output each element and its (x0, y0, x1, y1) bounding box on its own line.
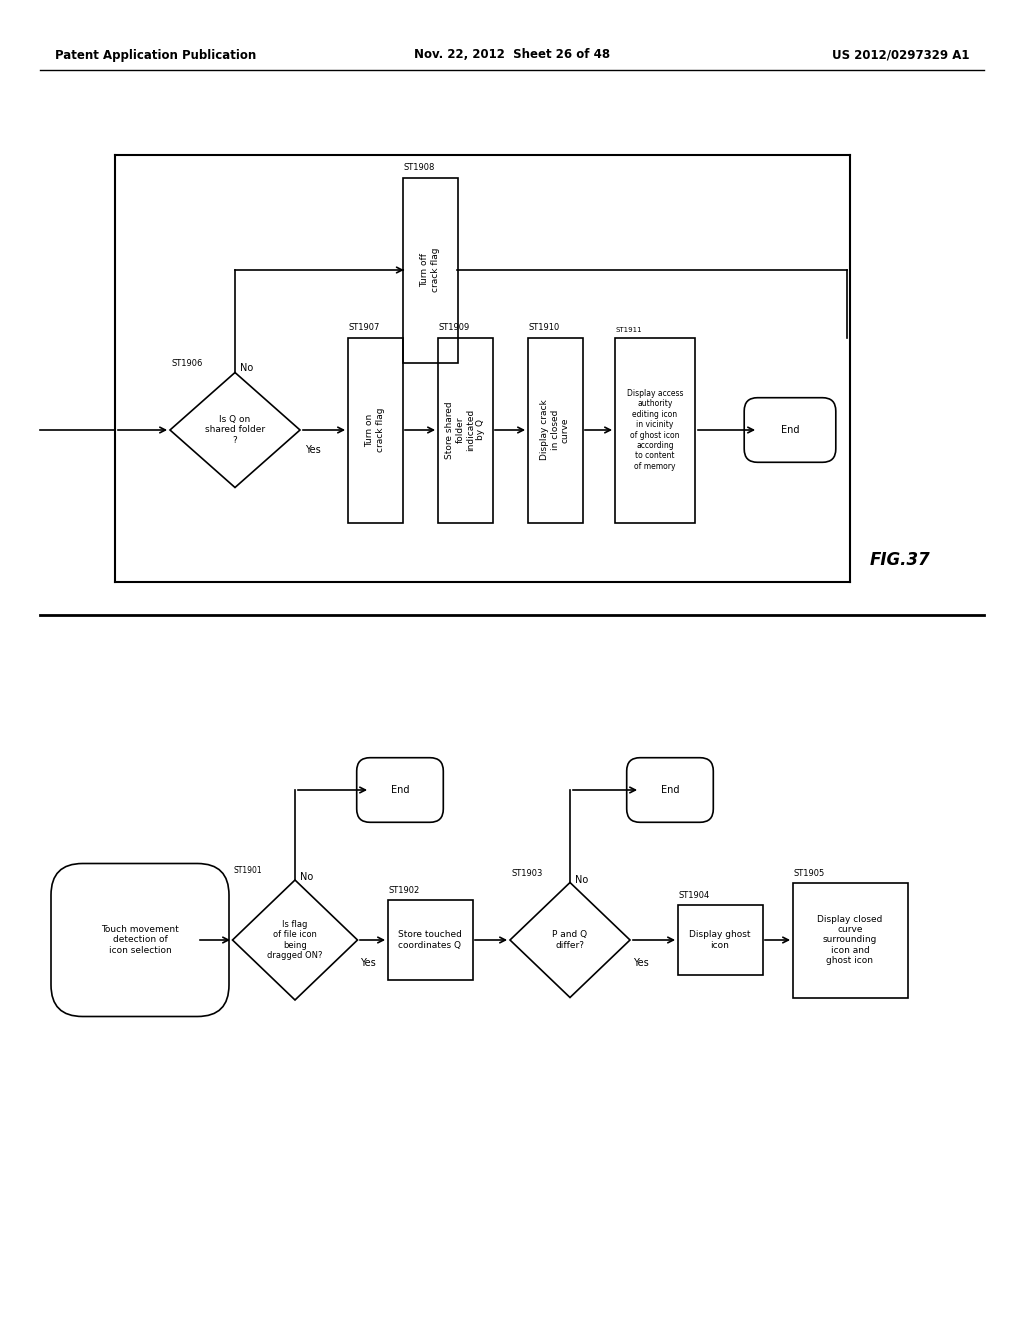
Text: Turn off
crack flag: Turn off crack flag (420, 248, 439, 292)
Text: ST1905: ST1905 (794, 869, 824, 878)
Text: ST1908: ST1908 (403, 164, 435, 173)
Text: Touch movement
detection of
icon selection: Touch movement detection of icon selecti… (101, 925, 179, 954)
Text: Yes: Yes (360, 958, 376, 968)
Text: ST1911: ST1911 (616, 326, 643, 333)
Bar (527, 338, 583, 523)
Bar (437, 338, 493, 523)
Text: P and Q
differ?: P and Q differ? (552, 931, 588, 949)
Text: Store touched
coordinates Q: Store touched coordinates Q (398, 931, 462, 949)
Text: Is Q on
shared folder
?: Is Q on shared folder ? (205, 414, 265, 445)
Text: US 2012/0297329 A1: US 2012/0297329 A1 (833, 49, 970, 62)
Text: ST1907: ST1907 (348, 323, 380, 333)
Text: Display access
authority
editing icon
in vicinity
of ghost icon
according
to con: Display access authority editing icon in… (627, 389, 683, 471)
Bar (615, 338, 695, 523)
Text: ST1904: ST1904 (679, 891, 710, 900)
Text: End: End (660, 785, 679, 795)
Bar (387, 900, 472, 979)
Text: Is flag
of file icon
being
dragged ON?: Is flag of file icon being dragged ON? (267, 920, 323, 960)
Text: ST1902: ST1902 (388, 886, 420, 895)
Text: No: No (240, 363, 253, 374)
Bar (402, 177, 458, 363)
Text: Yes: Yes (305, 445, 321, 455)
Text: No: No (300, 873, 313, 882)
Text: Display ghost
icon: Display ghost icon (689, 931, 751, 949)
Text: ST1906: ST1906 (171, 359, 203, 367)
Text: ST1910: ST1910 (528, 323, 560, 333)
Text: Turn on
crack flag: Turn on crack flag (366, 408, 385, 453)
Text: ST1903: ST1903 (511, 869, 543, 878)
Text: No: No (575, 875, 588, 884)
Text: ST1909: ST1909 (438, 323, 470, 333)
Bar (347, 338, 402, 523)
Text: Display crack
in closed
curve: Display crack in closed curve (540, 400, 570, 461)
Text: ST1901: ST1901 (233, 866, 262, 875)
Bar (678, 906, 763, 975)
Bar (793, 883, 907, 998)
Text: FIG.37: FIG.37 (870, 550, 931, 569)
Text: Patent Application Publication: Patent Application Publication (55, 49, 256, 62)
Text: Nov. 22, 2012  Sheet 26 of 48: Nov. 22, 2012 Sheet 26 of 48 (414, 49, 610, 62)
Text: Store shared
folder
indicated
by Q: Store shared folder indicated by Q (444, 401, 485, 459)
Text: End: End (780, 425, 800, 436)
Text: Display closed
curve
surrounding
icon and
ghost icon: Display closed curve surrounding icon an… (817, 915, 883, 965)
Text: End: End (391, 785, 410, 795)
Text: Yes: Yes (633, 958, 649, 968)
